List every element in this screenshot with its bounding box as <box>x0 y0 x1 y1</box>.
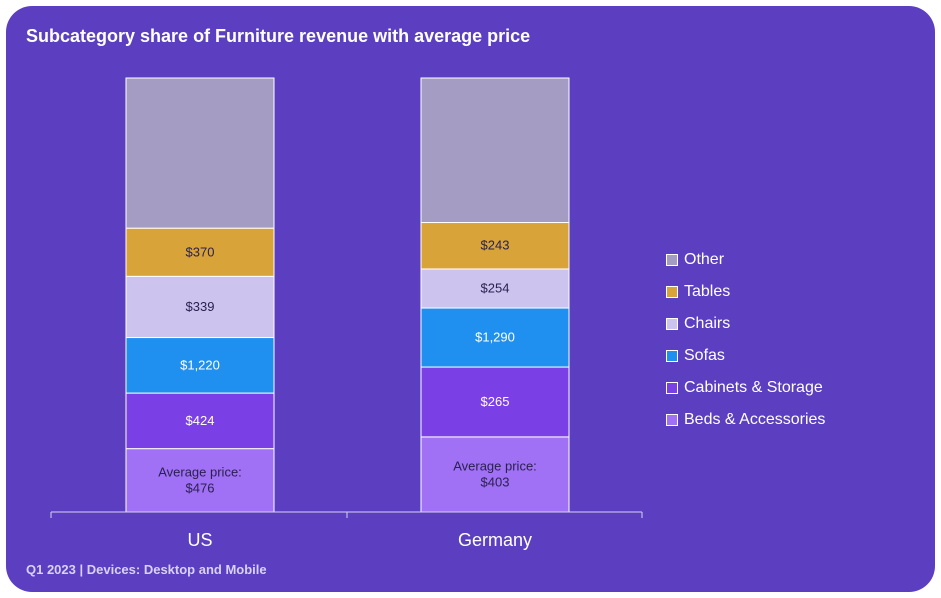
legend-item: Tables <box>666 276 825 308</box>
bar-segment-us-cabinets-storage <box>125 392 275 450</box>
legend-swatch <box>666 286 678 298</box>
data-label: Average price: $403 <box>453 458 537 489</box>
legend-item: Beds & Accessories <box>666 404 825 436</box>
legend-item: Chairs <box>666 308 825 340</box>
legend-swatch <box>666 382 678 394</box>
legend-swatch <box>666 414 678 426</box>
legend-label: Tables <box>684 283 731 300</box>
bar-segment-germany-other <box>420 77 570 224</box>
legend-swatch <box>666 318 678 330</box>
chart-card: Subcategory share of Furniture revenue w… <box>6 6 935 592</box>
bar-segment-germany-sofas <box>420 307 570 368</box>
bar-segment-us-other <box>125 77 275 229</box>
data-label: $243 <box>481 238 510 253</box>
chart-title: Subcategory share of Furniture revenue w… <box>26 26 531 46</box>
data-label: $370 <box>186 244 215 259</box>
data-label: $339 <box>186 299 215 314</box>
legend-label: Sofas <box>684 347 725 364</box>
bar-segment-germany-cabinets-storage <box>420 366 570 438</box>
bar-segment-germany-beds-accessories <box>420 436 570 513</box>
data-label: $1,220 <box>180 357 220 372</box>
stacked-bar-plot: Average price: $476 $424 $1,220 $339 $370 Aver… <box>50 77 643 550</box>
data-label: $1,290 <box>475 330 515 345</box>
legend-item: Other <box>666 244 825 276</box>
data-label: $254 <box>481 280 510 295</box>
bar-segment-us-chairs <box>125 275 275 339</box>
bar-segment-us-sofas <box>125 337 275 394</box>
legend-swatch <box>666 350 678 362</box>
data-label: $265 <box>481 394 510 409</box>
legend-label: Chairs <box>684 315 731 332</box>
x-tick-label: Germany <box>458 530 532 550</box>
bar-segment-germany-tables <box>420 222 570 270</box>
data-label: Average price: $476 <box>158 464 242 495</box>
bar-segment-us-tables <box>125 227 275 277</box>
legend-item: Sofas <box>666 340 825 372</box>
data-label: $424 <box>186 413 215 428</box>
legend: Other Tables Chairs Sofas Cabinets & Storage… <box>666 244 825 436</box>
x-tick-label: US <box>187 530 212 550</box>
bar-segment-us-beds-accessories <box>125 448 275 513</box>
legend-label: Other <box>684 251 725 268</box>
legend-swatch <box>666 254 678 266</box>
legend-item: Cabinets & Storage <box>666 372 825 404</box>
legend-label: Beds & Accessories <box>684 411 826 428</box>
bar-segment-germany-chairs <box>420 268 570 309</box>
legend-label: Cabinets & Storage <box>684 379 823 396</box>
chart-subtitle: Q1 2023 | Devices: Desktop and Mobile <box>26 562 267 577</box>
